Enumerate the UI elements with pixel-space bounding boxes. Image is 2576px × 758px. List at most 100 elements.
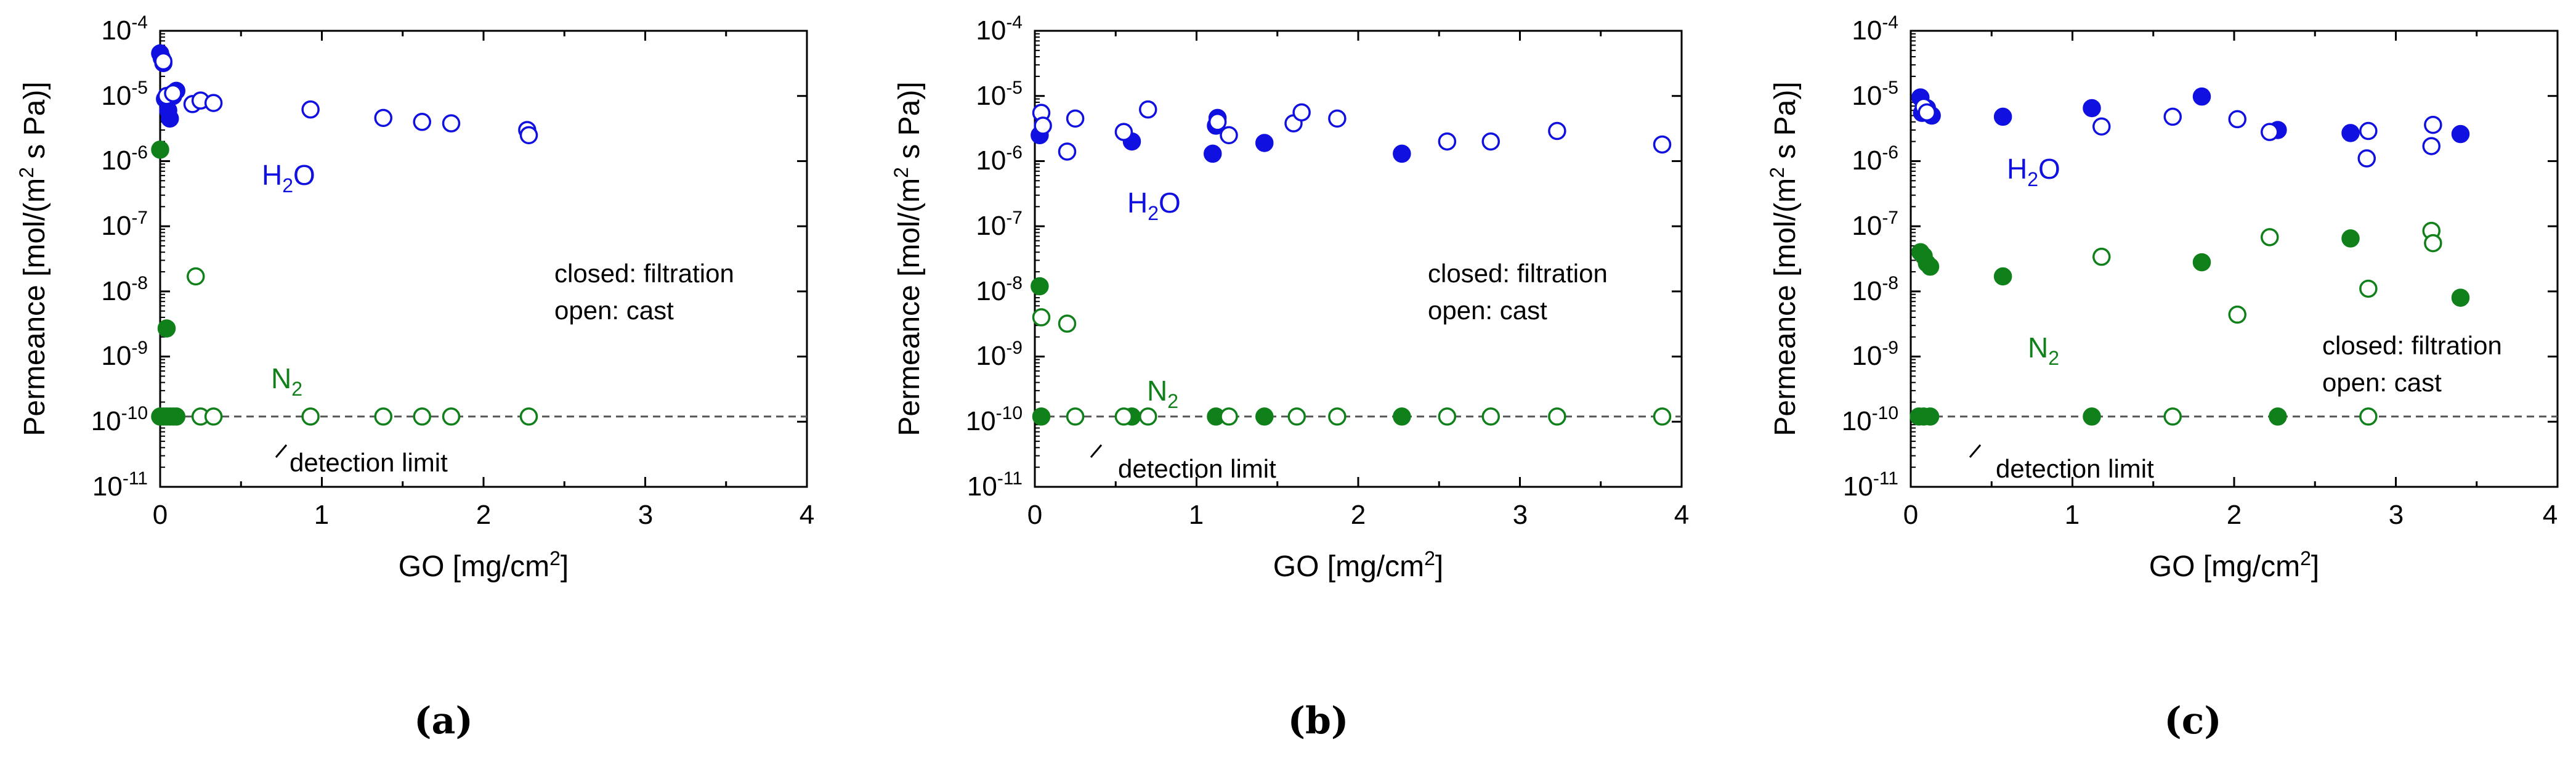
data-point (1208, 113, 1227, 131)
y-tick-label: 10-7 (101, 208, 148, 241)
data-point (151, 141, 169, 159)
y-tick-label: 10-8 (101, 273, 148, 306)
y-tick-label: 10-4 (101, 12, 148, 46)
y-tick-label: 10-4 (1852, 12, 1898, 46)
x-tick-label: 2 (2227, 500, 2242, 530)
data-point (2228, 110, 2246, 129)
data-point (2359, 121, 2378, 141)
data-point (1481, 407, 1500, 426)
n2-label: N2 (271, 362, 302, 400)
x-tick-label: 3 (2389, 500, 2404, 530)
legend-note-filtration: closed: filtration (2322, 331, 2502, 360)
data-point (2083, 99, 2101, 118)
detection-label-leader (1969, 444, 1982, 458)
data-point (1993, 107, 2012, 126)
data-point (2163, 107, 2182, 126)
caption-c: (c) (2164, 699, 2221, 743)
data-point (2192, 87, 2211, 106)
data-point (167, 407, 185, 426)
x-tick-label: 0 (1903, 500, 1918, 530)
n2-label: N2 (2028, 332, 2059, 369)
data-point (1066, 109, 1085, 128)
y-tick-label: 10-6 (976, 142, 1023, 176)
data-point (1918, 103, 1936, 122)
x-tick-label: 1 (314, 500, 329, 530)
data-point (1220, 126, 1238, 145)
y-tick-label: 10-7 (1852, 208, 1898, 241)
data-point (374, 407, 392, 426)
y-tick-label: 10-8 (1852, 273, 1898, 306)
data-point (2424, 115, 2442, 134)
data-points (1910, 87, 2470, 426)
data-point (374, 108, 392, 128)
data-point (1481, 132, 1500, 151)
detection-limit-label: detection limit (1996, 454, 2154, 483)
data-point (2451, 288, 2470, 307)
data-point (2359, 279, 2378, 298)
data-point (2359, 407, 2378, 426)
data-point (301, 100, 320, 119)
y-tick-label: 10-9 (1852, 338, 1898, 371)
x-axis-title: GO [mg/cm2] (1273, 547, 1443, 583)
data-point (519, 126, 538, 145)
data-point (2092, 117, 2111, 136)
data-point (1653, 407, 1672, 426)
y-tick-label: 10-6 (101, 142, 148, 176)
x-tick-label: 4 (1674, 500, 1689, 530)
legend-note-cast: open: cast (1428, 296, 1547, 325)
y-tick-label: 10-5 (101, 78, 148, 111)
data-point (1393, 407, 1411, 426)
data-point (413, 113, 431, 131)
panel-a: 10-4 10-5 10-6 10-7 10-8 10-9 10-10 10-1… (15, 12, 814, 583)
y-tick-label: 10-10 (1842, 403, 1898, 436)
data-point (161, 109, 179, 128)
h2o-label: H2O (1127, 187, 1181, 224)
data-point (1292, 103, 1311, 122)
data-point (442, 407, 461, 426)
data-point (2228, 305, 2246, 324)
data-point (2422, 137, 2440, 155)
x-tick-label: 1 (2065, 500, 2080, 530)
x-tick-label: 4 (800, 500, 814, 530)
x-tick-label: 2 (1351, 500, 1366, 530)
panel-b: 10-4 10-5 10-6 10-7 10-8 10-9 10-10 10-1… (890, 12, 1689, 583)
data-point (1328, 407, 1347, 426)
data-point (1204, 144, 1222, 163)
data-point (1034, 116, 1052, 135)
x-tick-label: 4 (2543, 500, 2558, 530)
data-point (2083, 407, 2101, 426)
data-point (2341, 124, 2360, 142)
data-point (1548, 121, 1566, 141)
legend-note-cast: open: cast (554, 296, 674, 325)
caption-a: (a) (414, 699, 473, 743)
data-point (1114, 407, 1133, 426)
data-point (1032, 308, 1051, 327)
x-tick-label: 2 (476, 500, 491, 530)
h2o-label: H2O (262, 159, 315, 197)
y-tick-label: 10-7 (976, 208, 1023, 241)
y-tick-label: 10-4 (976, 12, 1023, 46)
y-axis-title: Permeance [mol/(m2 s Pa)] (15, 81, 51, 436)
n2-label: N2 (1147, 375, 1178, 412)
data-point (1114, 123, 1133, 141)
detection-limit-label: detection limit (290, 448, 448, 477)
x-tick-label: 1 (1189, 500, 1204, 530)
data-point (2341, 229, 2360, 248)
y-axis-title: Permeance [mol/(m2 s Pa)] (890, 81, 926, 436)
x-tick-label: 3 (1513, 500, 1528, 530)
y-tick-label: 10-11 (1843, 468, 1898, 502)
data-point (1058, 314, 1077, 333)
data-point (204, 407, 223, 426)
h2o-label: H2O (2007, 153, 2060, 190)
panel-c: 10-4 10-5 10-6 10-7 10-8 10-9 10-10 10-1… (1766, 12, 2559, 583)
x-tick-label: 0 (1027, 500, 1042, 530)
caption-b: (b) (1288, 699, 1349, 743)
data-point (1921, 257, 1940, 276)
data-point (2357, 149, 2376, 168)
x-tick-label: 3 (638, 500, 653, 530)
data-point (1393, 144, 1411, 163)
data-point (1921, 407, 1940, 426)
data-point (1287, 407, 1306, 426)
data-point (1993, 267, 2012, 286)
